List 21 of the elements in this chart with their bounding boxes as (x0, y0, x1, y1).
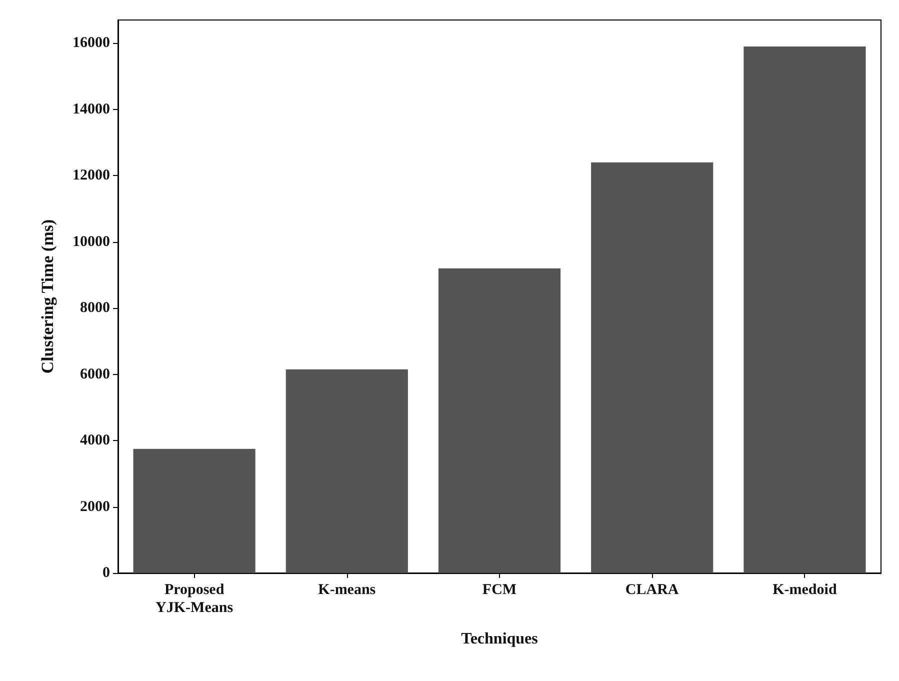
bar (286, 369, 408, 573)
bar (591, 162, 714, 573)
y-tick-label: 8000 (80, 300, 110, 316)
y-tick-label: 10000 (72, 234, 110, 250)
y-tick-label: 0 (102, 565, 110, 581)
bar (438, 268, 561, 573)
bar (133, 448, 256, 573)
y-tick-label: 2000 (80, 498, 110, 515)
x-tick-label: K-means (318, 582, 376, 598)
y-axis-title: Clustering Time (ms) (38, 219, 57, 374)
y-tick-label: 16000 (72, 35, 110, 52)
x-axis-title: Techniques (461, 630, 538, 648)
y-tick-label: 4000 (80, 432, 110, 449)
x-tick-label: FCM (482, 582, 517, 598)
y-tick-label: 12000 (72, 168, 110, 184)
y-tick-label: 6000 (80, 366, 110, 382)
x-tick-label: K-medoid (772, 582, 838, 598)
bar (744, 46, 866, 573)
y-tick-label: 14000 (72, 101, 110, 118)
x-tick-label: Proposed YJK-Means (156, 582, 234, 616)
x-tick-label: CLARA (625, 582, 679, 598)
